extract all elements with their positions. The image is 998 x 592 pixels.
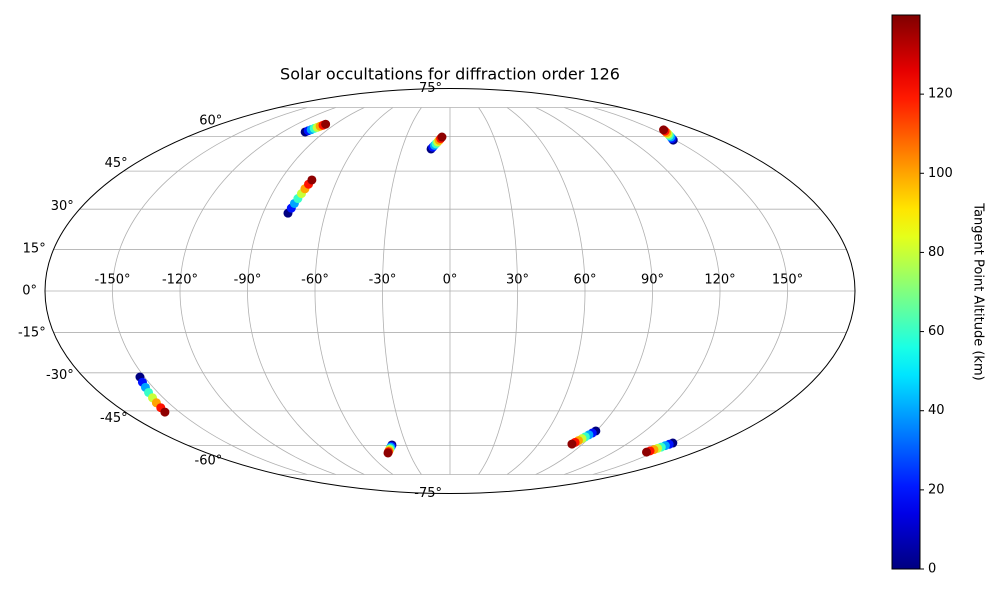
grid-line [478, 107, 518, 475]
x-tick-label: 120° [704, 273, 735, 288]
y-tick-label: 45° [105, 156, 128, 171]
y-tick-label: 60° [199, 113, 222, 128]
grid-line [564, 107, 721, 475]
colorbar-tick-label: 80 [928, 245, 945, 260]
colorbar-label: Tangent Point Altitude (km) [971, 202, 986, 380]
y-tick-label: -15° [18, 325, 46, 340]
occultation-point [160, 407, 170, 417]
occultation-point [437, 132, 447, 142]
grid-line [112, 107, 308, 475]
y-tick-label: -45° [100, 411, 128, 426]
x-tick-label: 150° [772, 273, 803, 288]
colorbar-tick-label: 100 [928, 166, 953, 181]
chart-title: Solar occultations for diffraction order… [280, 65, 620, 84]
occultation-point [307, 175, 317, 185]
occultation-point [321, 119, 331, 129]
y-tick-label: -30° [46, 368, 74, 383]
colorbar-tick-label: 120 [928, 87, 953, 102]
grid-line [506, 107, 586, 475]
x-tick-label: -30° [369, 273, 397, 288]
grid-line [535, 107, 653, 475]
x-tick-label: -120° [162, 273, 198, 288]
x-tick-label: -60° [301, 273, 329, 288]
colorbar-tick-label: 60 [928, 324, 945, 339]
y-tick-label: 30° [51, 199, 74, 214]
colorbar-tick-label: 20 [928, 482, 945, 497]
grid-line [247, 107, 365, 475]
y-tick-label: 75° [419, 81, 442, 96]
y-tick-label: -60° [195, 454, 223, 469]
grid-line [382, 107, 422, 475]
x-tick-label: 90° [641, 273, 664, 288]
colorbar-tick-label: 0 [928, 562, 936, 577]
grid-line [592, 107, 788, 475]
colorbar [891, 14, 921, 570]
x-tick-label: 60° [573, 273, 596, 288]
colorbar-tick-label: 40 [928, 403, 945, 418]
occultation-point [659, 125, 669, 135]
grid-line [314, 107, 394, 475]
y-tick-label: 15° [23, 242, 46, 257]
y-tick-label: -75° [414, 486, 442, 501]
occultation-point [567, 439, 577, 449]
map-frame [44, 88, 856, 494]
occultation-point [642, 447, 652, 457]
occultation-point [383, 448, 393, 458]
x-tick-label: -90° [234, 273, 262, 288]
y-tick-label: 0° [22, 284, 37, 299]
grid-line [179, 107, 336, 475]
x-tick-label: -150° [94, 273, 130, 288]
x-tick-label: 0° [443, 273, 458, 288]
x-tick-label: 30° [506, 273, 529, 288]
